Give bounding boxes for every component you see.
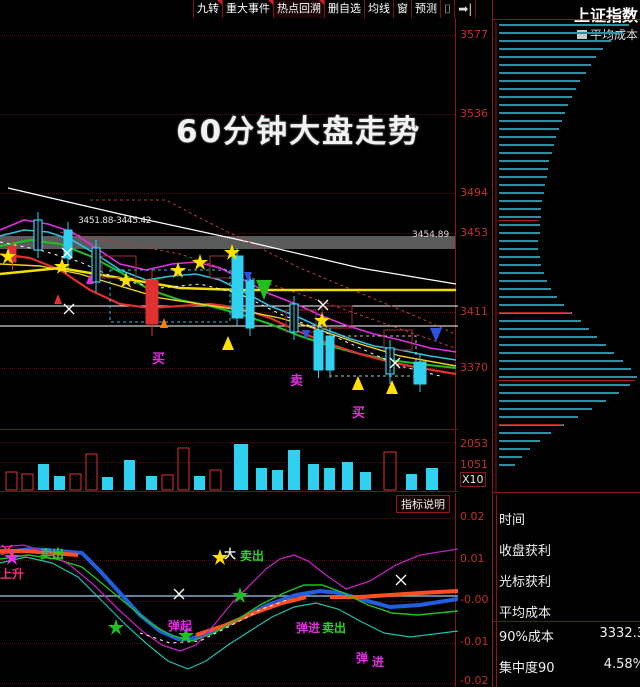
data-table-left-rule <box>496 495 497 687</box>
gridline <box>0 114 455 115</box>
price-axis-line <box>455 18 456 429</box>
collapse-right-icon[interactable]: ➡| <box>454 0 477 18</box>
gridline <box>0 643 455 644</box>
data-key-cursor-profit: 光标获利 <box>499 575 552 590</box>
indicator-annotation-rise: 上升 <box>0 567 25 581</box>
panel-divider <box>493 492 640 493</box>
toolbar-button-forecast[interactable]: 预测 <box>411 0 441 18</box>
indicator-annotation-bounce: 弹进 <box>296 621 321 635</box>
indicator-chart-pane[interactable]: 指标说明 <box>0 493 458 687</box>
panel-divider <box>493 19 640 20</box>
chart-marker-buy: 买 <box>152 352 166 367</box>
indicator-description-button[interactable]: 指标说明 <box>396 495 450 513</box>
price-chart-canvas <box>0 187 458 394</box>
toolbar-spacer <box>0 0 193 18</box>
indicator-annotation-sell: 卖出 <box>240 549 265 563</box>
toolbar-button-hotspot-review[interactable]: 热点回溯 <box>273 0 325 18</box>
index-name-title: 上证指数 <box>573 6 638 25</box>
indicator-annotation-big: 大 <box>224 547 237 561</box>
toolbar-button-moving-average[interactable]: 均线 <box>364 0 394 18</box>
corner-flag-icon <box>217 0 222 5</box>
data-key-cost-90: 90%成本 <box>499 630 554 645</box>
chip-distribution-panel[interactable]: 上证指数 平均成本 <box>492 0 640 687</box>
price-axis-tick: 3411 <box>460 305 488 318</box>
legend-swatch-icon <box>576 30 587 39</box>
gridline <box>0 312 455 313</box>
band-price-label: 3454.89 <box>412 230 450 240</box>
price-axis-tick: 3577 <box>460 28 488 41</box>
indicator-annotation-sell: 卖出 <box>322 621 347 635</box>
price-chart-pane[interactable]: 3454.89 60分钟大盘走势 3451.88-3445.42 <box>0 18 458 430</box>
toolbar-button-label: 九转 <box>197 2 219 15</box>
indicator-axis-tick: -0.00 <box>460 593 489 606</box>
data-table: 时间 收盘获利 光标获利 平均成本 90%成本 3332.3 集中度90 4.5… <box>493 495 640 687</box>
gridline <box>0 462 455 463</box>
toolbar-button-window[interactable]: 窗 <box>393 0 412 18</box>
data-row-divider <box>493 621 640 622</box>
chip-distribution-canvas <box>495 22 637 492</box>
indicator-axis-tick: -0.01 <box>460 635 489 648</box>
page-title: 60分钟大盘走势 <box>176 114 422 150</box>
volume-axis-tick: 2053 <box>460 437 488 450</box>
gridline <box>0 368 455 369</box>
indicator-annotation-enter: 进 <box>372 655 385 669</box>
volume-axis-line <box>455 430 456 491</box>
gridline <box>0 193 455 194</box>
data-key-average-cost: 平均成本 <box>499 606 552 621</box>
indicator-annotation-bounce: 弹 <box>356 651 369 665</box>
toolbar-button-major-events[interactable]: 重大事件 <box>222 0 274 18</box>
toolbar-button-label: 重大事件 <box>226 2 270 15</box>
gridline <box>0 683 455 684</box>
corner-flag-icon <box>268 0 273 5</box>
legend-label: 平均成本 <box>589 28 638 42</box>
data-key-time: 时间 <box>499 513 526 528</box>
data-value-concentration-90: 4.58% <box>603 657 640 672</box>
lock-icon[interactable]: ⌷ <box>440 0 456 18</box>
legend-average-cost: 平均成本 <box>576 26 638 43</box>
volume-axis-tick: 1051 <box>460 458 488 471</box>
toolbar-button-label: 热点回溯 <box>277 2 321 15</box>
indicator-axis-tick: 0.02 <box>460 510 485 523</box>
indicator-annotation-sell: 卖出 <box>40 547 65 561</box>
toolbar-button-label: 删自选 <box>328 2 361 15</box>
indicator-axis-tick: 0.01 <box>460 552 485 565</box>
volume-unit-label: X10 <box>460 472 486 487</box>
top-toolbar: 九转 重大事件 热点回溯 删自选 均线 窗 预测 ⌷ ➡| <box>0 0 490 18</box>
price-axis-tick: 3494 <box>460 186 488 199</box>
volume-chart-canvas <box>5 444 438 491</box>
gridline <box>0 35 455 36</box>
price-axis-tick: 3453 <box>460 226 488 239</box>
chart-marker-buy: 买 <box>352 406 366 421</box>
average-cost-band <box>0 236 455 249</box>
gridline <box>0 233 455 234</box>
price-range-label: 3451.88-3445.42 <box>78 216 152 226</box>
toolbar-button-label: 均线 <box>368 2 390 15</box>
toolbar-button-jiuzhuan[interactable]: 九转 <box>193 0 223 18</box>
collapse-glyph: ➡| <box>458 2 473 16</box>
gridline <box>0 518 455 519</box>
indicator-chart-canvas <box>0 544 458 670</box>
data-value-cost-90: 3332.3 <box>599 626 640 641</box>
indicator-annotation-bounce: 弹起 <box>168 619 193 633</box>
lock-glyph: ⌷ <box>444 2 452 16</box>
data-key-concentration-90: 集中度90 <box>499 661 555 676</box>
toolbar-button-label: 窗 <box>397 2 408 15</box>
gridline <box>0 601 455 602</box>
indicator-axis-tick: -0.02 <box>460 674 489 687</box>
volume-chart-pane[interactable] <box>0 430 458 492</box>
price-axis-tick: 3536 <box>460 107 488 120</box>
chart-marker-sell: 卖 <box>290 374 304 389</box>
gridline <box>0 442 455 443</box>
price-axis-tick: 3370 <box>460 361 488 374</box>
corner-flag-icon <box>319 0 324 5</box>
data-key-close-profit: 收盘获利 <box>499 544 552 559</box>
gridline <box>0 560 455 561</box>
toolbar-button-label: 预测 <box>415 2 437 15</box>
toolbar-button-remove-watchlist[interactable]: 删自选 <box>324 0 365 18</box>
